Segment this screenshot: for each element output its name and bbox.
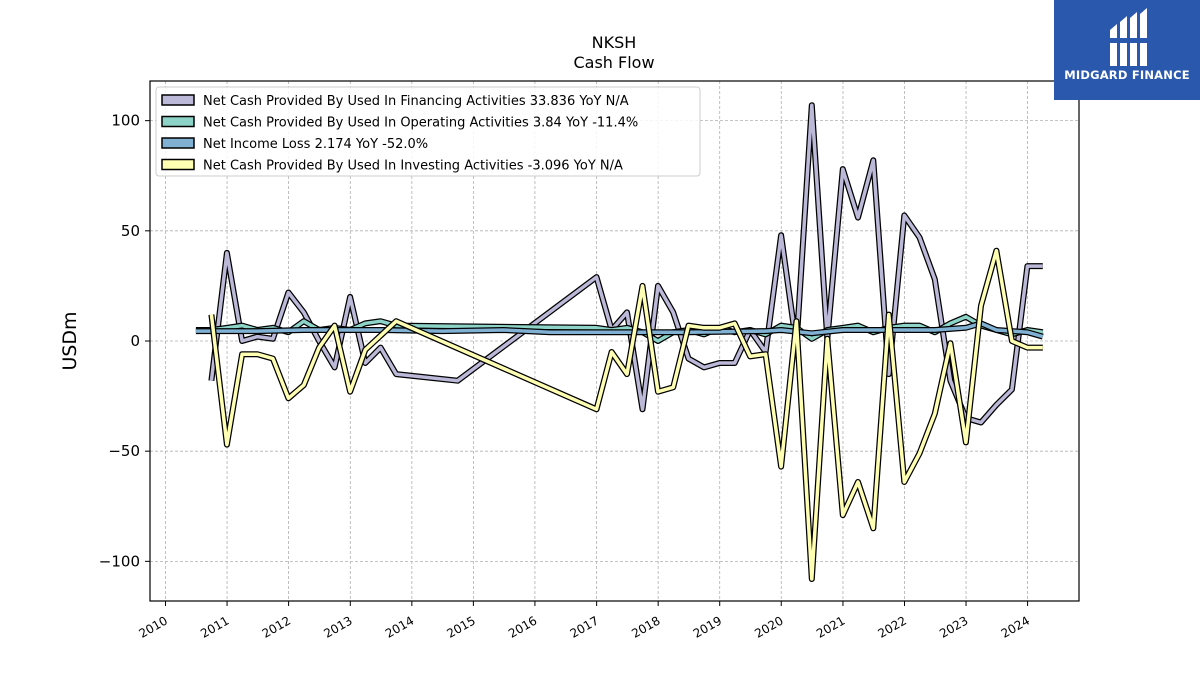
x-tick-label: 2013 bbox=[321, 613, 354, 640]
x-tick-label: 2019 bbox=[691, 613, 724, 640]
y-tick-label: 100 bbox=[111, 112, 140, 130]
legend-entry: Net Cash Provided By Used In Investing A… bbox=[203, 159, 623, 174]
x-tick-label: 2024 bbox=[999, 613, 1032, 640]
midgard-logo-icon bbox=[1108, 8, 1150, 66]
series-outline-net-cash-provided-by-used-in-investing-activities bbox=[208, 247, 1043, 582]
chart-title: NKSH bbox=[592, 33, 637, 52]
legend-entry: Net Cash Provided By Used In Financing A… bbox=[203, 94, 629, 109]
x-tick-label: 2015 bbox=[444, 613, 477, 640]
x-tick-label: 2018 bbox=[629, 613, 662, 640]
legend-swatch bbox=[161, 158, 195, 171]
x-tick-label: 2014 bbox=[383, 613, 416, 640]
legend: Net Cash Provided By Used In Financing A… bbox=[155, 86, 701, 177]
series-line-net-cash-provided-by-used-in-investing-activities bbox=[209, 248, 1043, 581]
x-tick-label: 2011 bbox=[198, 613, 231, 640]
y-tick-label: −50 bbox=[108, 442, 140, 460]
x-tick-label: 2010 bbox=[137, 613, 170, 640]
x-tick-label: 2022 bbox=[876, 613, 909, 640]
x-tick-label: 2020 bbox=[752, 613, 785, 640]
y-axis-label: USDm bbox=[59, 311, 81, 370]
legend-entry: Net Cash Provided By Used In Operating A… bbox=[203, 116, 638, 131]
y-tick-label: 0 bbox=[130, 332, 140, 350]
legend-swatch bbox=[161, 137, 195, 149]
legend-swatch bbox=[161, 94, 195, 106]
x-tick-label: 2016 bbox=[506, 613, 539, 640]
series-layer bbox=[195, 102, 1044, 582]
x-tick-label: 2012 bbox=[260, 613, 293, 640]
y-tick-label: −100 bbox=[99, 552, 140, 570]
legend-swatch bbox=[161, 115, 195, 128]
x-tick-label: 2023 bbox=[937, 613, 970, 640]
logo-text: MIDGARD FINANCE bbox=[1064, 68, 1190, 82]
x-tick-label: 2017 bbox=[568, 613, 601, 640]
midgard-finance-logo: MIDGARD FINANCE bbox=[1054, 0, 1200, 100]
x-tick-label: 2021 bbox=[814, 613, 847, 640]
legend-entry: Net Income Loss 2.174 YoY -52.0% bbox=[203, 137, 428, 152]
y-tick-label: 50 bbox=[121, 222, 140, 240]
chart-subtitle: Cash Flow bbox=[573, 53, 654, 72]
legend-frame bbox=[155, 86, 701, 177]
